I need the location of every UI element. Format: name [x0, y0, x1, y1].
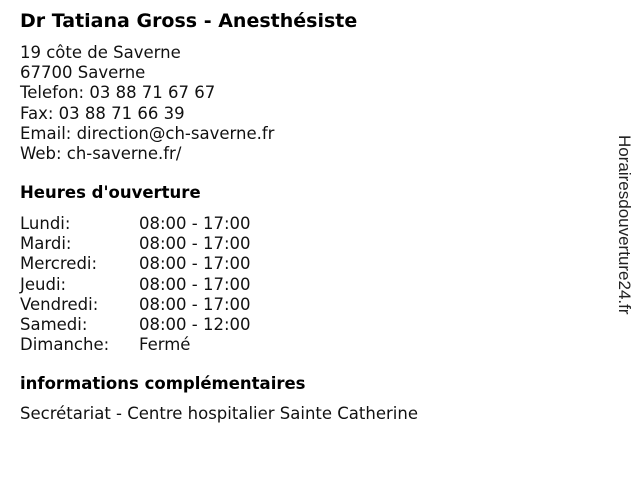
day: Mercredi: — [20, 254, 98, 274]
day: Lundi: — [20, 214, 71, 233]
time: Fermé — [139, 335, 191, 355]
hours-table: Lundi: 08:00 - 17:00 Mardi: 08:00 - 17:00 … — [20, 214, 251, 355]
fax: Fax: 03 88 71 66 39 — [20, 103, 185, 123]
time: 08:00 - 17:00 — [139, 294, 251, 314]
hours-row: Lundi: 08:00 - 17:00 — [20, 214, 251, 234]
hours-row: Mardi: 08:00 - 17:00 — [20, 234, 251, 254]
page-title: Dr Tatiana Gross - Anesthésiste — [20, 10, 358, 32]
city: 67700 Saverne — [20, 63, 146, 83]
email: Email: direction@ch-saverne.fr — [20, 123, 275, 143]
time: 08:00 - 17:00 — [139, 214, 251, 233]
time: 08:00 - 17:00 — [139, 234, 251, 254]
hours-heading: Heures d'ouverture — [20, 183, 201, 202]
watermark: Horairesdouverture24.fr — [615, 135, 634, 315]
hours-row: Mercredi: 08:00 - 17:00 — [20, 254, 251, 274]
hours-row: Jeudi: 08:00 - 17:00 — [20, 275, 251, 295]
phone: Telefon: 03 88 71 67 67 — [20, 83, 216, 103]
website: Web: ch-saverne.fr/ — [20, 144, 182, 164]
time: 08:00 - 17:00 — [139, 254, 251, 274]
hours-row: Samedi: 08:00 - 12:00 — [20, 315, 251, 335]
contact-info: 19 côte de Saverne 67700 Saverne Telefon… — [20, 43, 274, 164]
day: Mardi: — [20, 234, 72, 254]
day: Vendredi: — [20, 294, 99, 314]
day: Samedi: — [20, 315, 88, 335]
extra-heading: informations complémentaires — [20, 374, 306, 393]
street: 19 côte de Saverne — [20, 43, 181, 62]
time: 08:00 - 17:00 — [139, 274, 251, 294]
extra-text: Secrétariat - Centre hospitalier Sainte … — [20, 404, 418, 423]
day: Dimanche: — [20, 335, 110, 355]
time: 08:00 - 12:00 — [139, 315, 251, 335]
hours-row: Vendredi: 08:00 - 17:00 — [20, 295, 251, 315]
hours-row: Dimanche: Fermé — [20, 335, 251, 355]
day: Jeudi: — [20, 274, 67, 294]
